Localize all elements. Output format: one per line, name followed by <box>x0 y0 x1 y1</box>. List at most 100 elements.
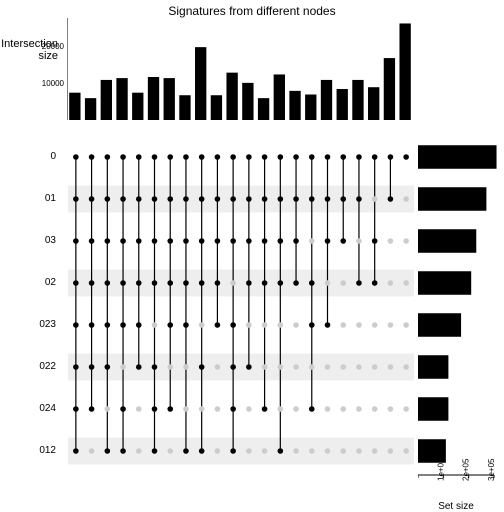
dot <box>89 196 95 202</box>
dot <box>199 238 205 244</box>
intersection-bar <box>242 83 253 120</box>
dot <box>340 238 346 244</box>
dot <box>246 364 252 370</box>
intersection-bar <box>195 47 206 120</box>
dot <box>73 448 79 454</box>
dot <box>167 322 173 328</box>
dot <box>167 196 173 202</box>
dot <box>230 406 236 412</box>
dot <box>309 448 315 454</box>
dot <box>278 154 284 160</box>
dot <box>215 238 221 244</box>
dot <box>136 364 142 370</box>
dot <box>183 364 189 370</box>
dot <box>340 154 346 160</box>
dot <box>388 196 394 202</box>
dot <box>262 196 268 202</box>
dot <box>120 448 126 454</box>
dot <box>199 280 205 286</box>
intersection-bar <box>148 77 159 120</box>
dot <box>309 322 315 328</box>
dot <box>136 280 142 286</box>
dot <box>340 280 346 286</box>
set-label: 02 <box>0 277 56 288</box>
dot <box>325 238 331 244</box>
dot <box>89 238 95 244</box>
dot <box>246 448 252 454</box>
dot <box>356 364 362 370</box>
dot <box>278 406 284 412</box>
intersection-bar <box>258 98 269 120</box>
dot <box>167 238 173 244</box>
dot <box>136 322 142 328</box>
intersection-bar <box>305 95 316 121</box>
dot <box>73 322 79 328</box>
dot <box>403 238 409 244</box>
setsize-axis-label: Set size <box>438 501 474 512</box>
set-label: 022 <box>0 361 56 372</box>
dot <box>278 364 284 370</box>
dot <box>246 406 252 412</box>
intersection-bar <box>101 80 112 120</box>
dot <box>246 238 252 244</box>
dot <box>262 448 268 454</box>
dot <box>325 154 331 160</box>
set-label: 024 <box>0 403 56 414</box>
set-label: 0 <box>0 151 56 162</box>
dot <box>262 322 268 328</box>
dot <box>293 406 299 412</box>
dot <box>167 364 173 370</box>
dot <box>230 238 236 244</box>
dot <box>372 238 378 244</box>
dot <box>278 280 284 286</box>
dot <box>120 154 126 160</box>
dot <box>293 448 299 454</box>
dot <box>325 364 331 370</box>
dot <box>372 448 378 454</box>
setsize-tick: 1e+05 <box>436 458 445 481</box>
setsize-barchart: 01e+052e+053e+05Set size <box>418 136 500 512</box>
dot <box>403 322 409 328</box>
dot <box>293 322 299 328</box>
intersection-bar <box>69 93 80 120</box>
set-label: 023 <box>0 319 56 330</box>
intersection-bar <box>132 93 143 120</box>
intersection-bar <box>179 95 190 120</box>
dot <box>293 238 299 244</box>
dot <box>246 280 252 286</box>
set-label: 03 <box>0 235 56 246</box>
dot <box>167 280 173 286</box>
dot <box>152 238 158 244</box>
dot <box>340 322 346 328</box>
dot <box>136 196 142 202</box>
dot <box>230 364 236 370</box>
intersection-barchart <box>67 18 415 124</box>
dot <box>167 406 173 412</box>
dot <box>183 322 189 328</box>
dot <box>230 154 236 160</box>
dot <box>372 406 378 412</box>
dot <box>388 322 394 328</box>
row-stripe <box>68 438 414 465</box>
dot <box>230 448 236 454</box>
intersection-bar <box>368 87 379 120</box>
dot <box>183 448 189 454</box>
dot <box>215 280 221 286</box>
intersection-bar <box>321 80 332 120</box>
dot <box>372 196 378 202</box>
dot <box>152 196 158 202</box>
dot <box>372 322 378 328</box>
dot <box>105 238 111 244</box>
dot <box>388 364 394 370</box>
dot <box>199 406 205 412</box>
dot <box>199 322 205 328</box>
dot <box>246 196 252 202</box>
dot <box>73 280 79 286</box>
dot <box>73 364 79 370</box>
intersection-bar <box>226 73 237 120</box>
intersection-bar <box>399 23 410 120</box>
intersection-bar <box>352 80 363 120</box>
dot <box>120 238 126 244</box>
dot <box>215 154 221 160</box>
dot <box>105 364 111 370</box>
